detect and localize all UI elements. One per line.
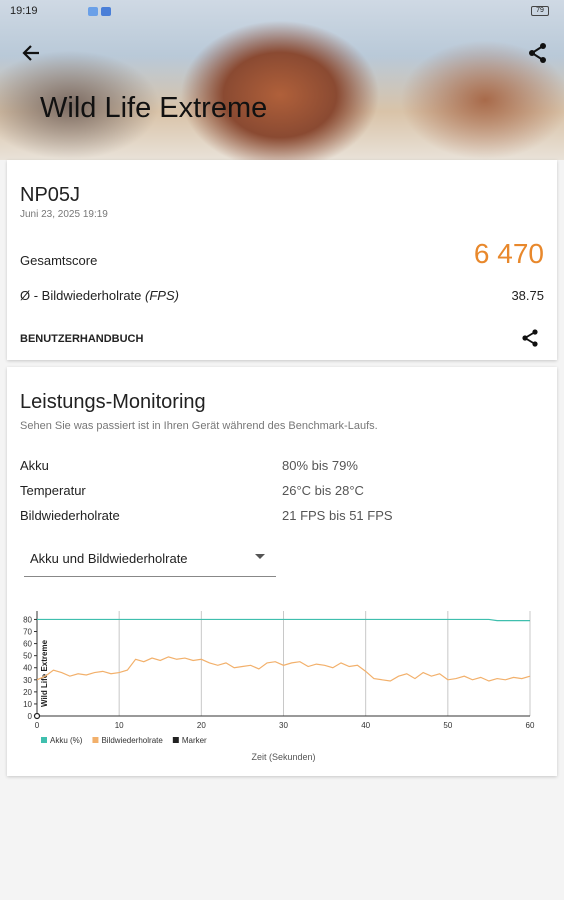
chart: 0 10 20 30 40 50 60 0 10 20 30 40 50 60 70 80 Wild Life … [23, 611, 535, 762]
x-tick-label: 20 [197, 721, 206, 730]
x-tick-label: 40 [361, 721, 370, 730]
date: Juni 23, 2025 19:19 [20, 209, 108, 220]
battery: 79 [531, 6, 549, 16]
y-tick-label: 20 [23, 688, 32, 697]
y-axis-label: Wild Life Extreme [40, 639, 49, 707]
header-image [0, 0, 564, 160]
status-icon [101, 7, 111, 16]
stat-value: 21 FPS bis 51 FPS [282, 508, 393, 523]
back-button[interactable] [20, 42, 42, 64]
hero-creature [400, 40, 564, 160]
marker [33, 712, 41, 720]
fps-unit: (FPS) [145, 288, 179, 303]
y-tick-label: 30 [23, 676, 32, 685]
legend-label: Akku (%) [50, 736, 83, 745]
share-button[interactable] [527, 42, 549, 64]
share-button[interactable] [520, 328, 540, 348]
score: 6 470 [473, 238, 544, 269]
series-line [37, 618, 530, 622]
monitoring-card: Leistungs-Monitoring Sehen Sie was passi… [7, 367, 557, 776]
legend-swatch [92, 737, 99, 743]
fps-label: Ø - Bildwiederholrate (FPS) [20, 288, 179, 303]
status-icon [88, 7, 98, 16]
monitoring-subtitle: Sehen Sie was passiert ist in Ihren Gerä… [20, 420, 378, 432]
x-tick-label: 10 [115, 721, 124, 730]
device-name: NP05J [20, 184, 81, 206]
series-line [36, 656, 531, 682]
fps-label-text: Ø - Bildwiederholrate [20, 288, 142, 303]
fps-value: 38.75 [511, 288, 544, 303]
y-tick-label: 60 [23, 640, 32, 649]
stat-label: Temperatur [20, 483, 86, 498]
stat-value: 26°C bis 28°C [282, 483, 364, 498]
score-label: Gesamtscore [20, 253, 98, 268]
hero-figure [180, 20, 380, 160]
status-bar: 19:19 79 [0, 0, 564, 22]
legend-label: Marker [182, 736, 207, 745]
stat-value: 80% bis 79% [282, 458, 358, 473]
dropdown-arrow [255, 554, 265, 559]
stat-label: Akku [20, 458, 49, 473]
hero-creature [0, 50, 160, 160]
y-tick-label: 50 [23, 652, 32, 661]
legend-label: Bildwiederholrate [101, 736, 163, 745]
page-title: Wild Life Extreme [40, 92, 268, 124]
manual-link[interactable]: BENUTZERHANDBUCH [20, 333, 144, 345]
dropdown-value: Akku und Bildwiederholrate [30, 551, 188, 566]
legend-swatch [172, 737, 179, 743]
status-time: 19:19 [10, 5, 38, 17]
stat-label: Bildwiederholrate [20, 508, 120, 523]
monitoring-title: Leistungs-Monitoring [20, 391, 206, 413]
legend-swatch [41, 737, 47, 743]
y-tick-label: 70 [23, 628, 32, 637]
dropdown[interactable]: Akku und Bildwiederholrate [24, 549, 276, 577]
x-tick-label: 50 [443, 721, 452, 730]
x-tick-label: 0 [35, 721, 40, 730]
x-axis-label: Zeit (Sekunden) [251, 752, 315, 762]
y-tick-label: 0 [28, 712, 33, 721]
y-tick-label: 40 [23, 664, 32, 673]
y-tick-label: 80 [23, 615, 32, 624]
x-tick-label: 30 [279, 721, 288, 730]
x-tick-label: 60 [526, 721, 535, 730]
result-card: NP05J Juni 23, 2025 19:19 Gesamtscore 6 … [7, 160, 557, 360]
y-tick-label: 10 [23, 700, 32, 709]
